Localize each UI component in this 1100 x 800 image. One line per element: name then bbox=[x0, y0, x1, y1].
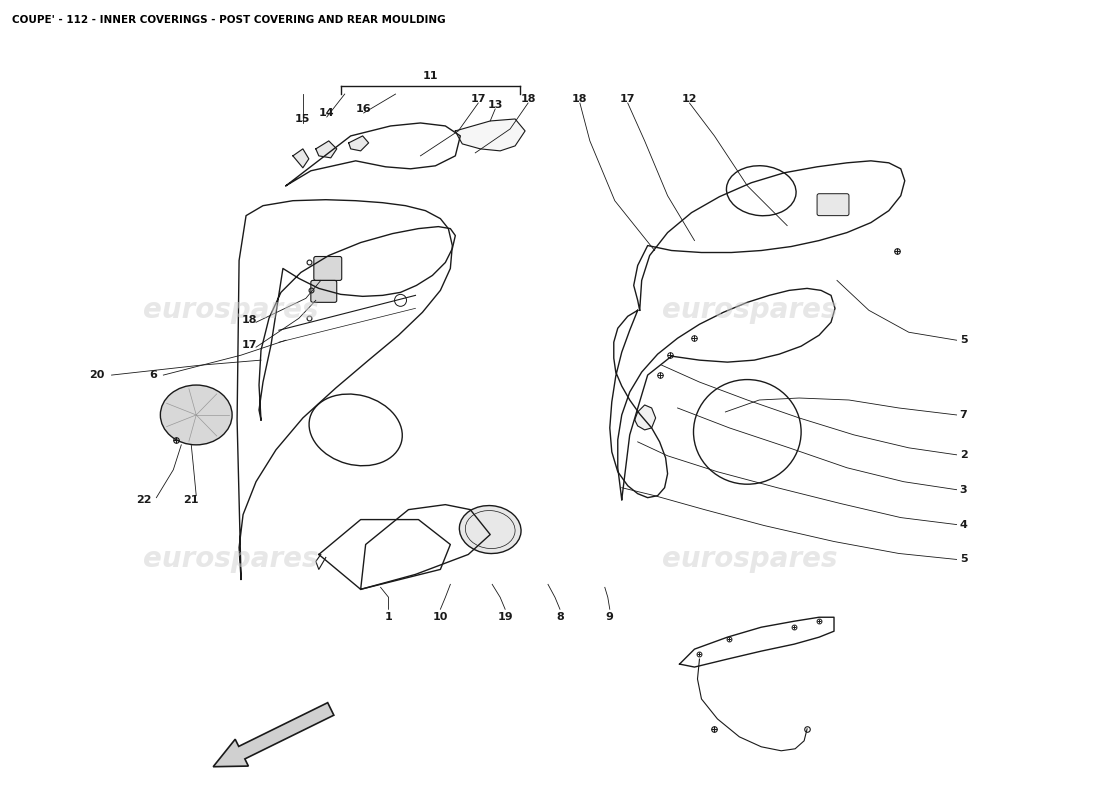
FancyArrow shape bbox=[213, 702, 333, 766]
Text: 15: 15 bbox=[295, 114, 310, 124]
Text: 3: 3 bbox=[959, 485, 967, 494]
Text: eurospares: eurospares bbox=[661, 546, 837, 574]
Text: 12: 12 bbox=[682, 94, 697, 104]
Text: 20: 20 bbox=[89, 370, 104, 380]
Text: 10: 10 bbox=[432, 612, 448, 622]
FancyBboxPatch shape bbox=[817, 194, 849, 216]
Text: 17: 17 bbox=[471, 94, 486, 104]
Text: 5: 5 bbox=[959, 554, 967, 565]
Text: 2: 2 bbox=[959, 450, 967, 460]
Text: 7: 7 bbox=[959, 410, 967, 420]
Text: 22: 22 bbox=[135, 494, 151, 505]
Text: 21: 21 bbox=[184, 494, 199, 505]
FancyBboxPatch shape bbox=[314, 257, 342, 281]
Text: 5: 5 bbox=[959, 335, 967, 346]
Text: eurospares: eurospares bbox=[143, 546, 319, 574]
Text: 17: 17 bbox=[241, 340, 256, 350]
Text: 18: 18 bbox=[572, 94, 587, 104]
Text: 17: 17 bbox=[620, 94, 636, 104]
Polygon shape bbox=[635, 405, 656, 430]
Ellipse shape bbox=[161, 385, 232, 445]
Text: 1: 1 bbox=[385, 612, 393, 622]
Text: 18: 18 bbox=[520, 94, 536, 104]
Polygon shape bbox=[455, 119, 525, 151]
Text: 16: 16 bbox=[355, 104, 372, 114]
Text: 4: 4 bbox=[959, 519, 968, 530]
Polygon shape bbox=[316, 141, 337, 158]
Text: 8: 8 bbox=[557, 612, 564, 622]
Ellipse shape bbox=[460, 506, 521, 554]
Text: 19: 19 bbox=[497, 612, 513, 622]
Polygon shape bbox=[293, 149, 309, 168]
Text: 14: 14 bbox=[319, 108, 334, 118]
Text: 18: 18 bbox=[241, 315, 256, 326]
Polygon shape bbox=[349, 136, 368, 151]
FancyBboxPatch shape bbox=[311, 281, 337, 302]
Text: 11: 11 bbox=[422, 71, 438, 81]
Text: COUPE' - 112 - INNER COVERINGS - POST COVERING AND REAR MOULDING: COUPE' - 112 - INNER COVERINGS - POST CO… bbox=[12, 15, 446, 26]
Text: 6: 6 bbox=[150, 370, 157, 380]
Text: eurospares: eurospares bbox=[661, 296, 837, 324]
Text: 13: 13 bbox=[487, 100, 503, 110]
Text: 9: 9 bbox=[606, 612, 614, 622]
Text: eurospares: eurospares bbox=[143, 296, 319, 324]
